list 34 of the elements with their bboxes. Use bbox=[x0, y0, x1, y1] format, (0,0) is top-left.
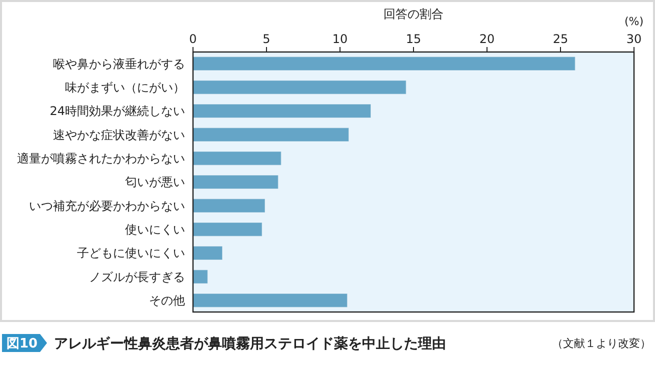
x-tick-label: 25 bbox=[552, 32, 568, 46]
y-tick-label: 適量が噴霧されたかわからない bbox=[17, 152, 185, 166]
y-tick-label: 使いにくい bbox=[125, 222, 185, 237]
y-tick-label: いつ補充が必要かわからない bbox=[29, 198, 185, 213]
x-tick-label: 10 bbox=[332, 32, 348, 46]
x-tick-label: 15 bbox=[406, 32, 422, 46]
y-tick-label: その他 bbox=[149, 294, 185, 308]
bar bbox=[192, 293, 348, 308]
x-tick-label: 30 bbox=[626, 32, 642, 46]
y-tick-label: 子どもに使いにくい bbox=[77, 246, 185, 260]
bar bbox=[192, 174, 279, 190]
y-tick-label: 喉や鼻から液垂れがする bbox=[53, 56, 185, 71]
y-tick-label: ノズルが長すぎる bbox=[89, 270, 185, 284]
y-tick-label: 速やかな症状改善がない bbox=[53, 128, 185, 142]
x-tick-label: 5 bbox=[262, 32, 270, 46]
text: (%) bbox=[624, 15, 644, 28]
bar bbox=[192, 80, 407, 95]
bar bbox=[192, 104, 372, 118]
y-tick-label: 味がまずい（にがい） bbox=[65, 80, 185, 94]
x-tick-label: 0 bbox=[189, 32, 197, 46]
bar bbox=[192, 269, 208, 284]
bar bbox=[192, 222, 262, 237]
text: アレルギー性鼻炎患者が鼻噴霧用ステロイド薬を中止した理由 bbox=[54, 336, 446, 352]
y-tick-label: 24時間効果が継続しない bbox=[50, 104, 185, 118]
caption: 図10 bbox=[6, 336, 38, 352]
bar bbox=[192, 151, 282, 166]
bar bbox=[192, 246, 223, 260]
text: （文献１より改変） bbox=[552, 336, 651, 350]
y-tick-label: 匂いが悪い bbox=[125, 175, 185, 190]
bar bbox=[192, 56, 576, 71]
bar bbox=[192, 127, 350, 142]
x-axis-title: 回答の割合 bbox=[384, 7, 444, 21]
bar bbox=[192, 198, 266, 213]
x-tick-label: 20 bbox=[479, 32, 495, 46]
